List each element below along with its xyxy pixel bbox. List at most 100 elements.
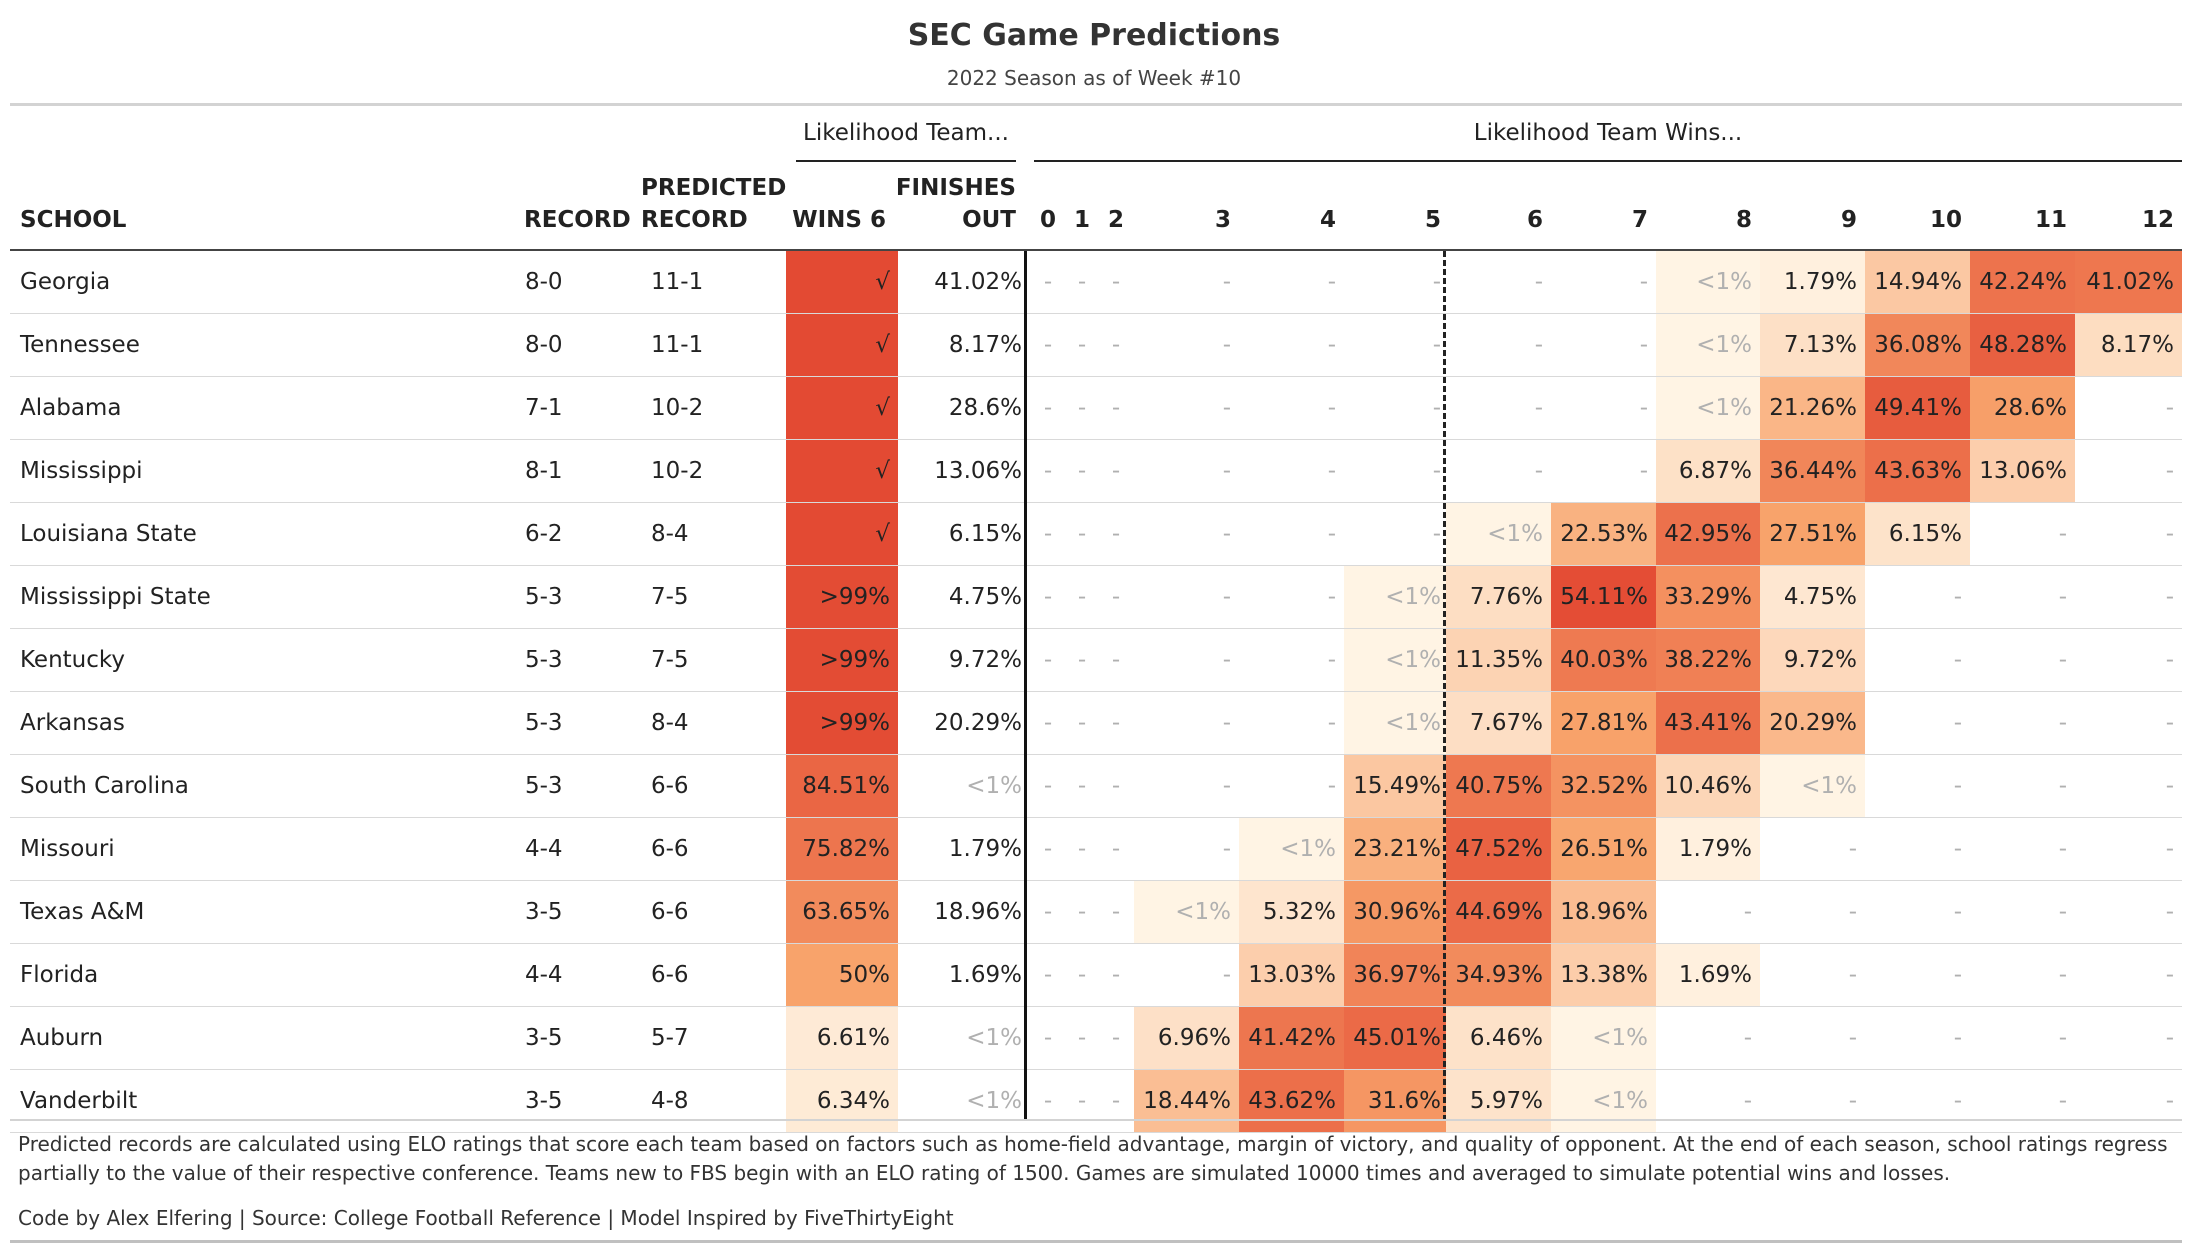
cell-wins-4: 43.62%: [1239, 1070, 1344, 1132]
cell-wins-5: -: [1432, 332, 1441, 358]
header-finishes-line2: OUT: [962, 207, 1016, 233]
cell-wins6: √: [786, 440, 898, 502]
cell-wins-12: -: [2165, 521, 2174, 547]
table-row: Georgia 8-0 11-1 √ 41.02% - - - - - - - - <1% 1.79% 14.…: [10, 251, 2182, 314]
cell-wins-12: -: [2165, 458, 2174, 484]
cell-wins-1: -: [1077, 1088, 1087, 1114]
cell-school: Georgia: [20, 269, 111, 295]
cell-finishes-out: 9.72%: [948, 647, 1022, 673]
cell-school: Texas A&M: [20, 899, 145, 925]
cell-finishes-out: 1.79%: [948, 836, 1022, 862]
cell-school: Mississippi: [20, 458, 143, 484]
cell-record: 3-5: [525, 1088, 563, 1114]
table-row: Vanderbilt 3-5 4-8 6.34% <1% - - -18.44% 43.62% 3…: [10, 1070, 2182, 1133]
cell-wins-3: -: [1222, 836, 1231, 862]
header-predicted-line2: RECORD: [641, 207, 748, 233]
cell-wins-7: -: [1639, 458, 1648, 484]
cell-wins-0: -: [1043, 773, 1053, 799]
cell-wins-7: 40.03%: [1551, 629, 1656, 691]
cell-school: Vanderbilt: [20, 1088, 138, 1114]
cell-wins-9: 36.44%: [1760, 440, 1865, 502]
header-wins-9: 9: [1840, 207, 1857, 233]
cell-wins-11: -: [2058, 773, 2067, 799]
cell-school: Auburn: [20, 1025, 104, 1051]
cell-record: 5-3: [525, 773, 563, 799]
cell-wins-5: <1%: [1344, 629, 1449, 691]
cell-wins-0: -: [1043, 458, 1053, 484]
cell-wins-8: -: [1743, 1088, 1752, 1114]
cell-wins-5: -: [1432, 395, 1441, 421]
cell-wins-3: -: [1222, 647, 1231, 673]
cell-wins-8: 1.79%: [1656, 818, 1760, 880]
header-wins-4: 4: [1319, 207, 1336, 233]
cell-wins-4: -: [1327, 332, 1336, 358]
cell-finishes-out: 13.06%: [934, 458, 1022, 484]
cell-wins-9: <1%: [1760, 755, 1865, 817]
cell-wins-2: -: [1111, 269, 1121, 295]
cell-wins-10: -: [1953, 647, 1962, 673]
cell-finishes-out: 8.17%: [948, 332, 1022, 358]
header-wins-2: 2: [1107, 207, 1124, 233]
table-row: Louisiana State 6-2 8-4 √ 6.15% - - - - - - <1% 22.5…: [10, 503, 2182, 566]
header-wins-12: 12: [2141, 207, 2174, 233]
bottom-rule: [10, 1119, 2182, 1121]
cell-school: Florida: [20, 962, 99, 988]
cell-wins-2: -: [1111, 899, 1121, 925]
cell-wins-0: -: [1043, 1088, 1053, 1114]
cell-wins-11: -: [2058, 962, 2067, 988]
cell-wins-5: 45.01%: [1344, 1007, 1449, 1069]
header-wins-10: 10: [1929, 207, 1962, 233]
cell-finishes-out: 20.29%: [934, 710, 1022, 736]
cell-predicted-record: 4-8: [651, 1088, 689, 1114]
cell-wins-8: <1%: [1656, 314, 1760, 376]
cell-wins-12: -: [2165, 836, 2174, 862]
cell-wins-0: -: [1043, 647, 1053, 673]
cell-predicted-record: 6-6: [651, 773, 689, 799]
cell-wins-4: -: [1327, 521, 1336, 547]
cell-wins-5: -: [1432, 269, 1441, 295]
cell-wins-2: -: [1111, 1088, 1121, 1114]
header-wins-6: 6: [1526, 207, 1543, 233]
header-predicted-line1: PREDICTED: [641, 175, 787, 201]
cell-wins-12: -: [2165, 899, 2174, 925]
cell-school: Louisiana State: [20, 521, 197, 547]
table-row: Auburn 3-5 5-7 6.61% <1% - - -6.96% 41.42% 45.01%…: [10, 1007, 2182, 1070]
cell-wins-3: -: [1222, 962, 1231, 988]
cell-record: 8-0: [525, 332, 563, 358]
cell-wins-5: 15.49%: [1344, 755, 1449, 817]
cell-wins-10: 36.08%: [1865, 314, 1970, 376]
cell-wins-1: -: [1077, 584, 1087, 610]
cell-wins6: 63.65%: [786, 881, 898, 943]
header-school: SCHOOL: [20, 207, 127, 233]
cell-predicted-record: 11-1: [651, 269, 704, 295]
spanner-line-wins: [1034, 160, 2182, 162]
cell-wins-1: -: [1077, 710, 1087, 736]
cell-wins-5: 31.6%: [1344, 1070, 1449, 1132]
cell-record: 7-1: [525, 395, 563, 421]
cell-wins-2: -: [1111, 584, 1121, 610]
cell-wins-8: -: [1743, 1025, 1752, 1051]
cell-wins-7: <1%: [1551, 1007, 1656, 1069]
cell-finishes-out: <1%: [966, 1088, 1022, 1114]
cell-record: 3-5: [525, 899, 563, 925]
cell-wins-11: -: [2058, 584, 2067, 610]
cell-wins-5: <1%: [1344, 692, 1449, 754]
cell-wins-2: -: [1111, 458, 1121, 484]
footnote: Predicted records are calculated using E…: [18, 1132, 2168, 1185]
cell-predicted-record: 6-6: [651, 962, 689, 988]
cell-wins-3: -: [1222, 269, 1231, 295]
cell-wins-10: -: [1953, 962, 1962, 988]
cell-school: Tennessee: [20, 332, 140, 358]
cell-wins-10: -: [1953, 1025, 1962, 1051]
cell-wins-5: -: [1432, 521, 1441, 547]
cell-wins-9: 7.13%: [1760, 314, 1865, 376]
cell-wins-11: -: [2058, 899, 2067, 925]
header-rule: [10, 249, 2182, 251]
cell-wins-3: -: [1222, 395, 1231, 421]
cell-wins-8: <1%: [1656, 377, 1760, 439]
cell-wins-0: -: [1043, 836, 1053, 862]
cell-wins-6: -: [1534, 269, 1543, 295]
cell-wins-3: -: [1222, 332, 1231, 358]
cell-wins-4: -: [1327, 584, 1336, 610]
cell-finishes-out: <1%: [966, 773, 1022, 799]
